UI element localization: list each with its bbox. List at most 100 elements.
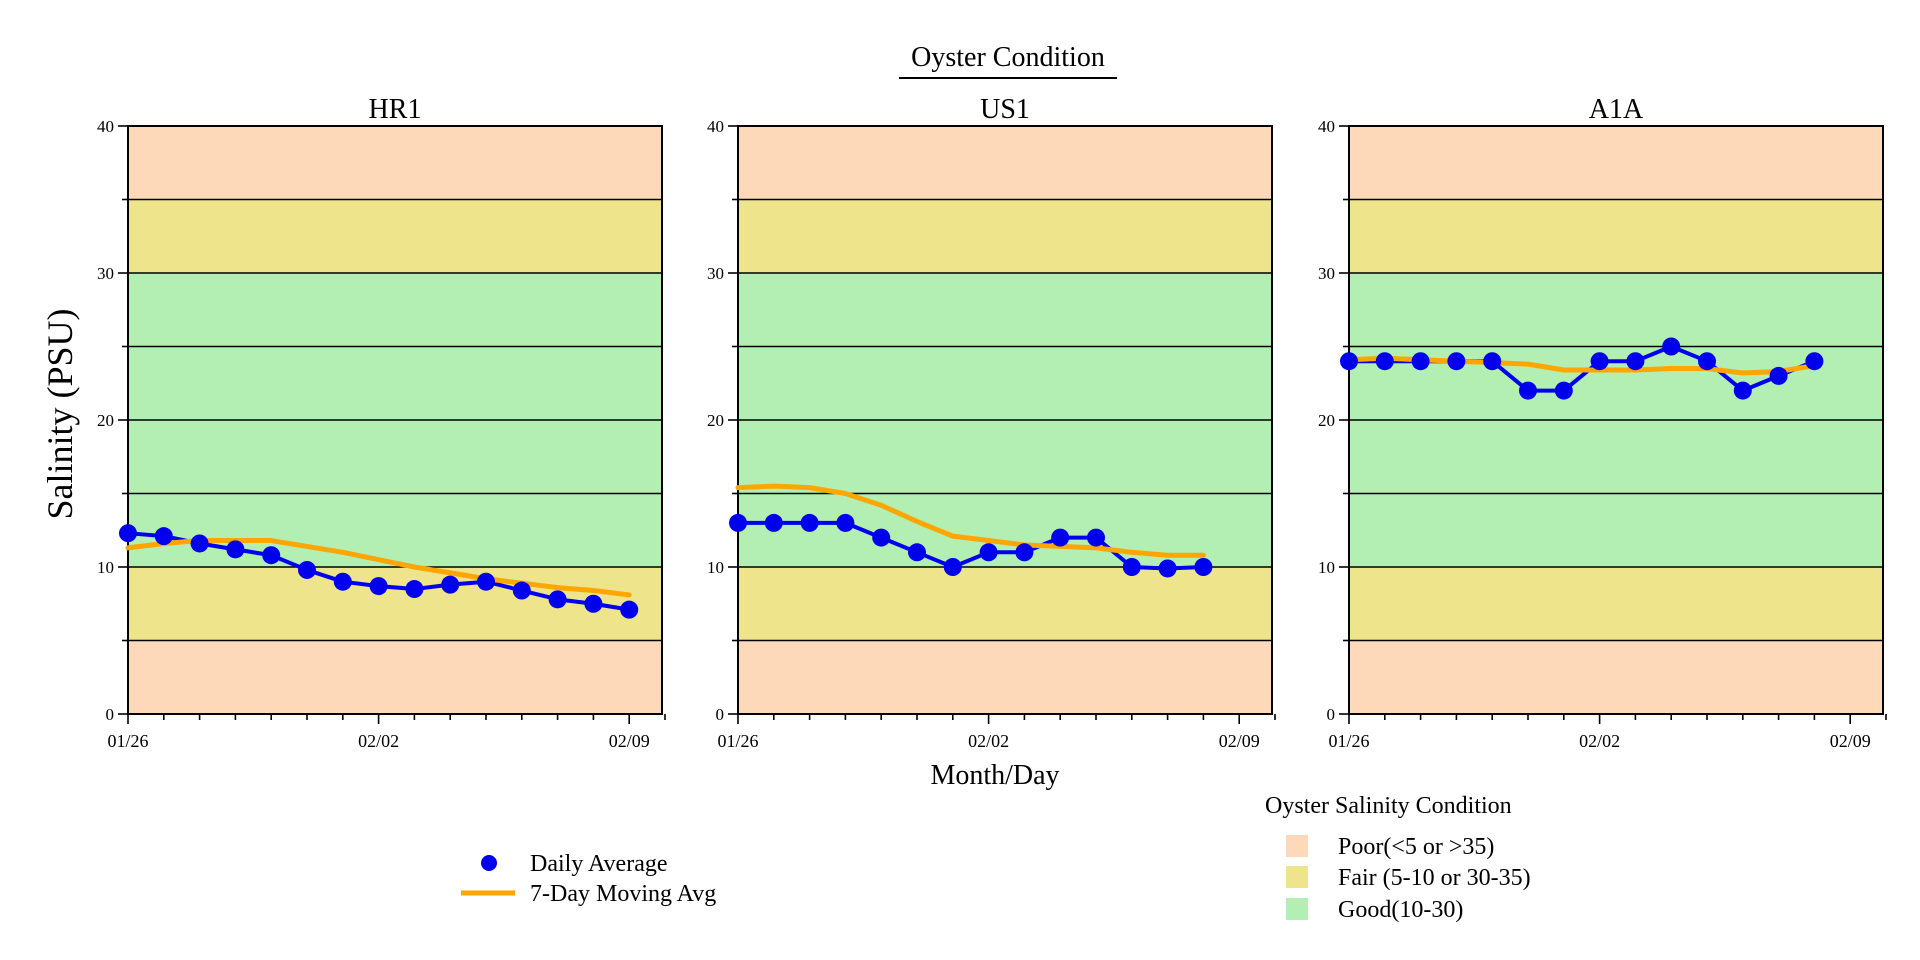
daily-average-point [1662,337,1681,356]
daily-average-point [1447,352,1466,371]
panel-title: HR1 [369,94,422,125]
x-tick-label: 01/26 [1328,731,1369,751]
y-tick-label: 20 [97,411,114,430]
panel-title: US1 [980,94,1030,125]
panel-hr1: HR1 0 10 20 30 40 01/26 02/02 02/09 [97,94,666,751]
x-tick-label: 02/09 [609,731,650,751]
band-poor [128,640,662,714]
daily-average-point [1769,366,1788,385]
daily-average-point [441,575,460,594]
daily-average-point [943,558,962,576]
daily-average-point [1015,543,1034,562]
y-tick-label: 10 [707,558,724,577]
daily-average-point [154,527,173,546]
y-axis-label: Salinity (PSU) [40,308,80,519]
daily-average-point [1554,381,1573,400]
condition-legend-poor-swatch [1286,835,1308,857]
daily-average-point [1411,352,1430,371]
daily-average-point [548,590,567,609]
daily-average-point [477,572,495,591]
daily-average-point [512,581,531,600]
legend-moving-average-label: 7-Day Moving Avg [530,881,716,907]
daily-average-point [1733,381,1752,400]
panel-a1a: A1A 0 10 20 30 40 01/26 02/02 02/09 [1318,94,1887,751]
daily-average-point [405,580,424,599]
x-tick-label: 01/26 [107,731,148,751]
moving-average-line [125,538,632,598]
daily-average-point [729,513,747,532]
legend-daily-average-marker [481,855,497,871]
daily-average-point [1087,528,1105,547]
daily-average-point [620,600,639,619]
y-tick-label: 10 [97,558,114,577]
daily-average-point [1375,352,1394,371]
legend-daily-average-label: Daily Average [530,851,668,877]
y-tick-label: 40 [707,117,724,136]
daily-average-point [1051,528,1070,547]
y-tick-label: 30 [707,264,724,283]
band-fair [1349,567,1883,641]
band-fair [128,567,662,641]
daily-average-point [369,577,388,596]
daily-average-point [1519,381,1537,400]
daily-average-point [1805,352,1824,371]
y-tick-label: 20 [707,411,724,430]
condition-legend-poor-label: Poor(<5 or >35) [1338,834,1494,860]
y-tick-label: 40 [1318,117,1335,136]
daily-average-point [1158,559,1177,578]
band-poor [738,640,1272,714]
y-tick-label: 10 [1318,558,1335,577]
daily-average-point [1626,352,1645,371]
band-fair [738,199,1272,273]
daily-average-point [979,543,998,562]
y-tick-label: 30 [97,264,114,283]
x-tick-label: 01/26 [717,731,758,751]
y-tick-label: 0 [716,705,725,724]
x-axis-label: Month/Day [930,760,1059,791]
x-tick-label: 02/02 [1579,731,1620,751]
daily-average-point [872,528,891,547]
condition-legend-good-label: Good(10-30) [1338,897,1463,923]
series-legend: Daily Average 7-Day Moving Avg [461,851,716,907]
daily-average-point [1483,352,1502,371]
daily-average-point [119,524,137,543]
band-poor [1349,640,1883,714]
condition-legend-fair-label: Fair (5-10 or 30-35) [1338,865,1531,891]
moving-average-line [735,483,1206,558]
y-tick-label: 30 [1318,264,1335,283]
x-tick-label: 02/02 [358,731,399,751]
daily-average-point [584,594,603,613]
band-fair [738,567,1272,641]
daily-average-point [800,513,819,532]
band-fair [1349,199,1883,273]
condition-legend-good-swatch [1286,898,1308,920]
daily-average-point [1590,352,1609,371]
condition-legend-fair-swatch [1286,866,1308,888]
daily-average-point [836,513,855,532]
band-poor [738,126,1272,200]
daily-average-point [908,543,926,562]
daily-average-point [226,540,245,559]
daily-average-point [262,546,281,565]
daily-average-point [333,572,352,591]
x-tick-label: 02/09 [1830,731,1871,751]
daily-average-point [190,534,209,553]
y-tick-label: 40 [97,117,114,136]
daily-average-point [1122,558,1141,576]
band-poor [1349,126,1883,200]
daily-average-point [1340,352,1358,371]
daily-average-point [764,513,783,532]
panel-us1: US1 0 10 20 30 40 01/26 02/02 02/09 [707,94,1276,751]
daily-average-point [1194,558,1213,576]
panel-title: A1A [1589,94,1644,125]
y-tick-label: 20 [1318,411,1335,430]
condition-legend-title: Oyster Salinity Condition [1265,793,1512,819]
condition-legend: Oyster Salinity Condition Poor(<5 or >35… [1265,793,1531,923]
y-tick-label: 0 [106,705,115,724]
x-tick-label: 02/09 [1219,731,1260,751]
y-tick-label: 0 [1327,705,1336,724]
x-tick-label: 02/02 [968,731,1009,751]
band-poor [128,126,662,200]
band-fair [128,199,662,273]
